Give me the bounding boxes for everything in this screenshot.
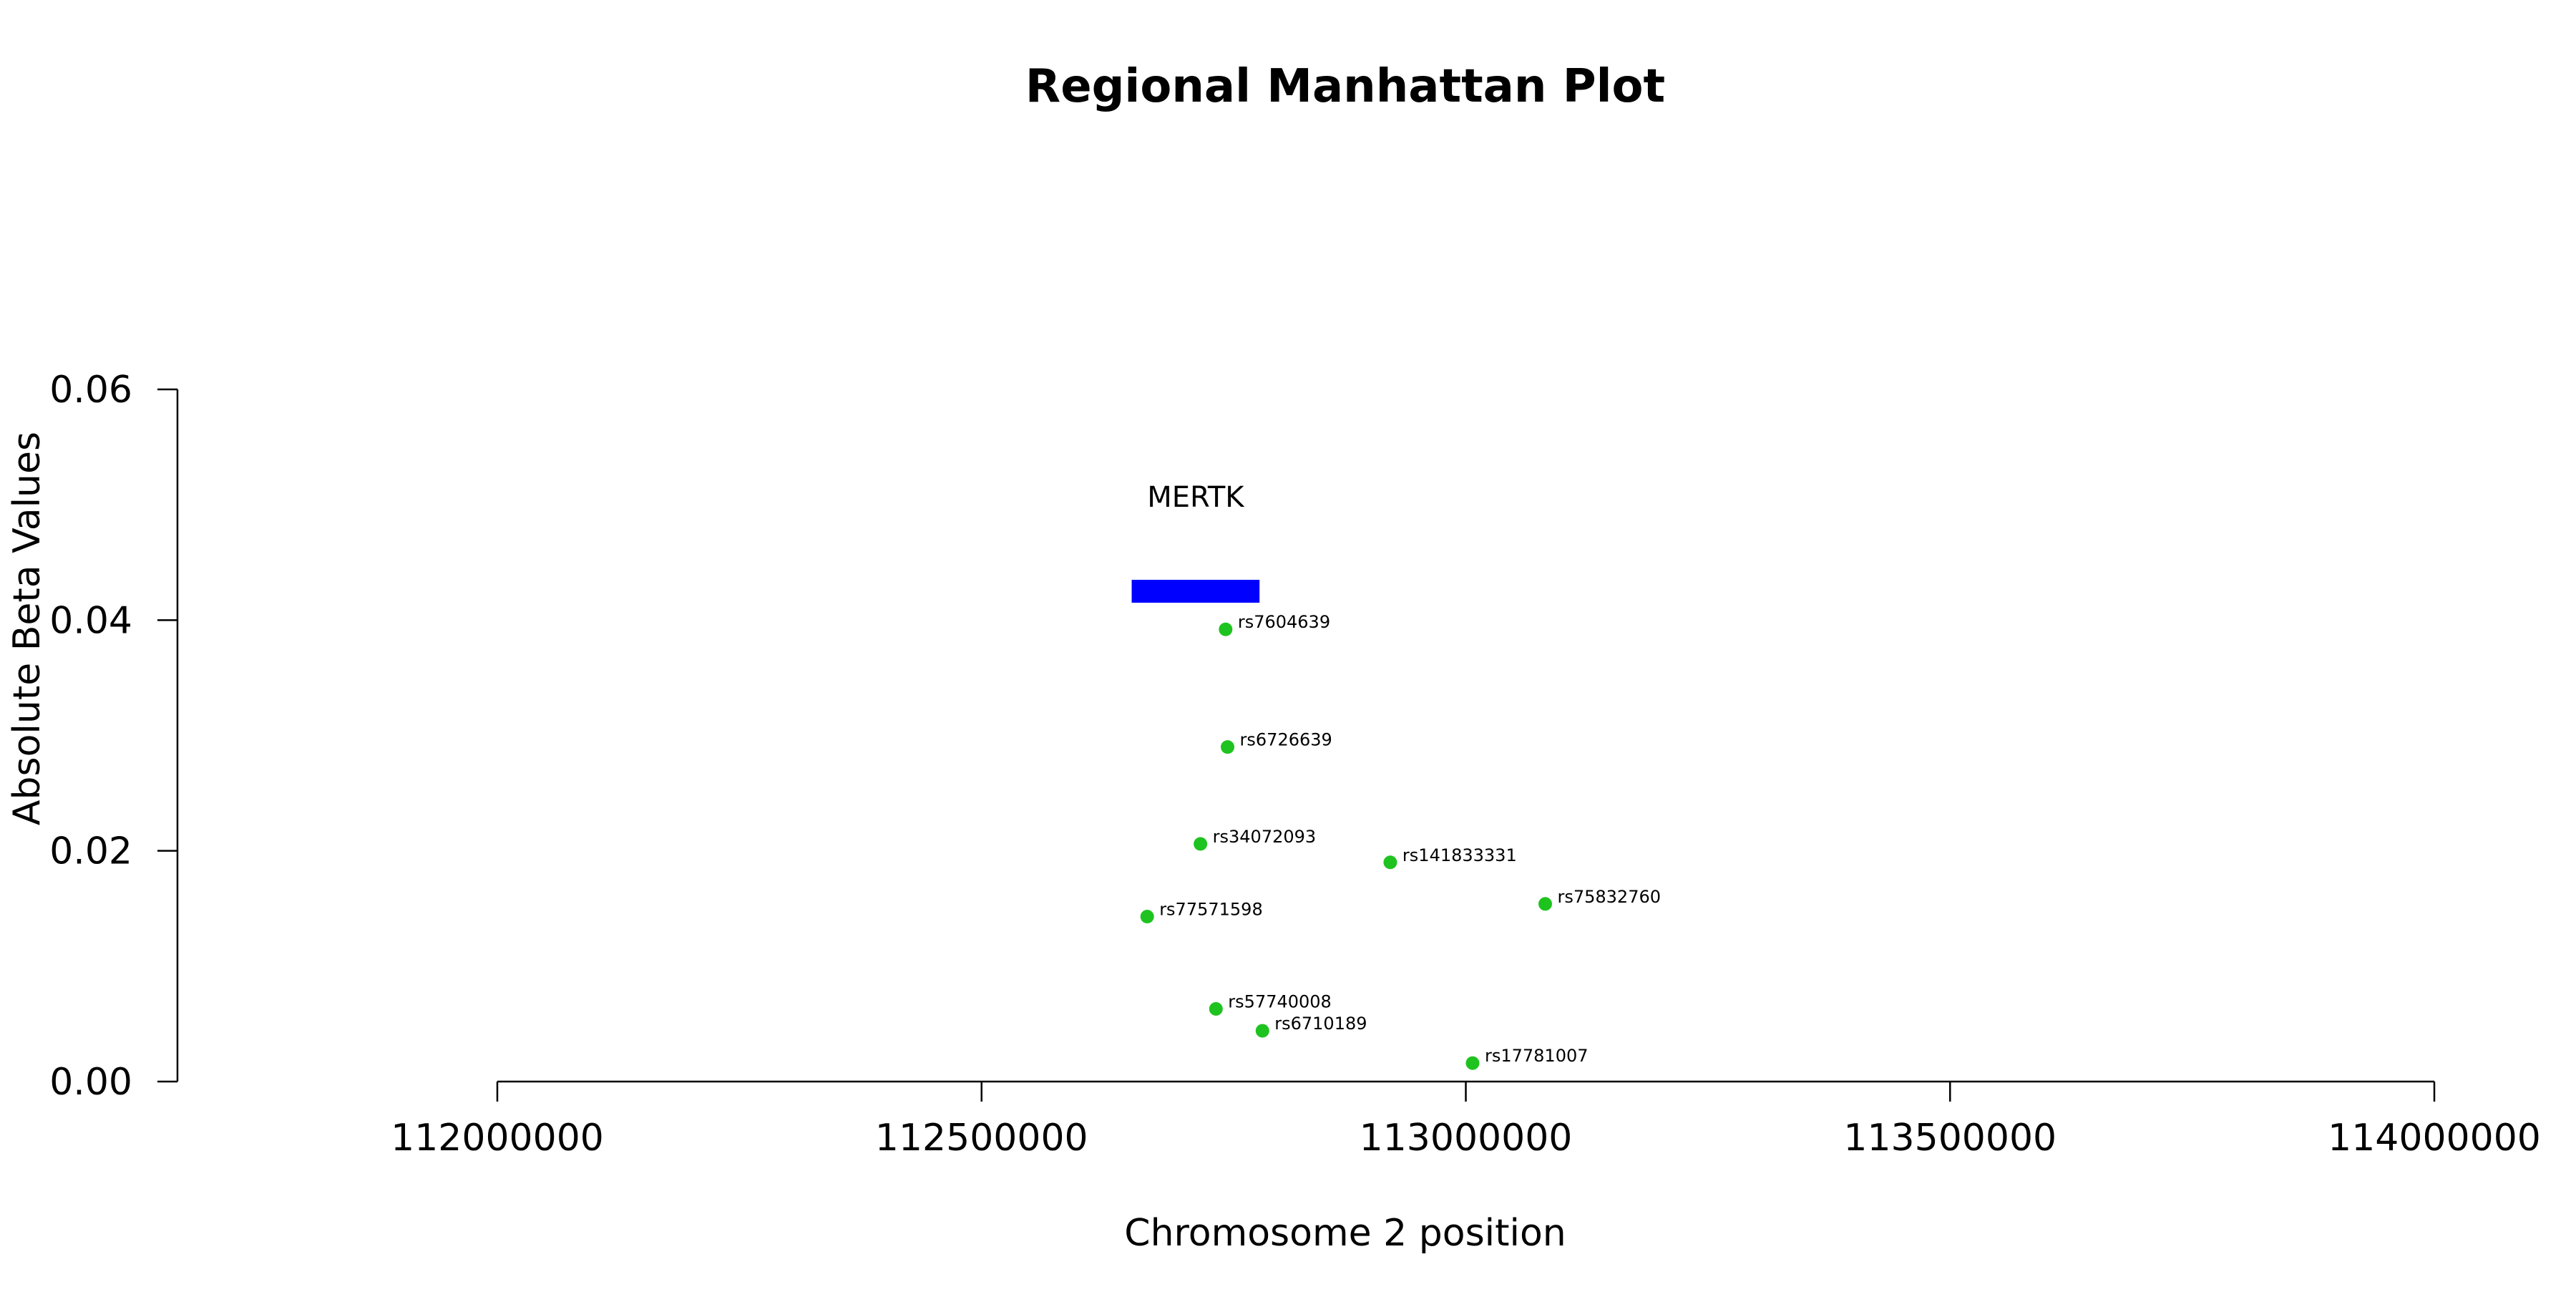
chart-title: Regional Manhattan Plot (1025, 60, 1665, 113)
x-tick-label: 113500000 (1843, 1117, 2057, 1160)
snp-point (1221, 740, 1235, 754)
y-tick-label: 0.06 (49, 369, 132, 412)
snp-label: rs75832760 (1557, 887, 1661, 907)
gene-bar (1131, 580, 1260, 603)
x-tick-label: 112500000 (875, 1117, 1088, 1160)
snp-label: rs57740008 (1228, 991, 1332, 1011)
x-tick-label: 112000000 (391, 1117, 604, 1160)
x-axis-label: Chromosome 2 position (1124, 1212, 1566, 1255)
snp-point (1538, 897, 1552, 911)
y-tick-label: 0.00 (49, 1061, 132, 1104)
snp-point (1140, 910, 1154, 924)
x-tick-label: 114000000 (2328, 1117, 2541, 1160)
gene-label: MERTK (1147, 481, 1245, 514)
snp-point (1383, 855, 1397, 870)
snp-label: rs141833331 (1402, 845, 1517, 865)
snp-label: rs6726639 (1240, 730, 1332, 750)
snp-point (1465, 1056, 1480, 1070)
y-tick-label: 0.04 (49, 599, 132, 642)
snp-point (1194, 837, 1208, 851)
snp-label: rs34072093 (1213, 827, 1317, 847)
snp-label: rs6710189 (1274, 1014, 1367, 1034)
gene-track: MERTK (1131, 481, 1260, 603)
snp-point (1209, 1001, 1223, 1016)
y-tick-label: 0.02 (49, 830, 132, 873)
snp-point (1255, 1024, 1269, 1038)
snp-points: rs7604639 rs6726639 rs34072093 rs141833331 r… (1140, 612, 1661, 1070)
snp-point (1219, 622, 1233, 636)
snp-label: rs77571598 (1159, 900, 1263, 920)
x-tick-label: 113000000 (1360, 1117, 1573, 1160)
y-axis-label: Absolute Beta Values (6, 432, 49, 825)
axes: 112000000 112500000 113000000 113500000 1140… (49, 369, 2541, 1160)
snp-label: rs17781007 (1485, 1046, 1589, 1066)
snp-label: rs7604639 (1238, 612, 1330, 632)
